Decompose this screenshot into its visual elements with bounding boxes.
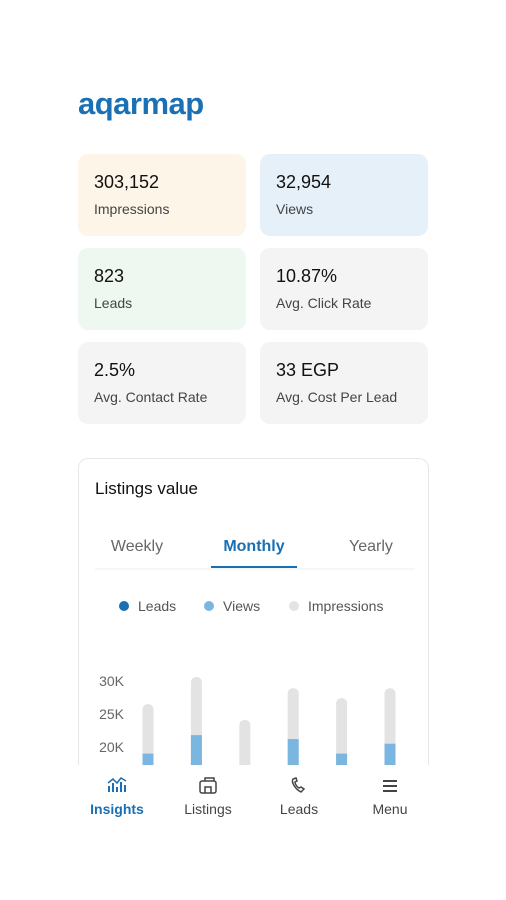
bar [336,698,348,765]
stat-card: 32,954 Views [260,154,428,236]
stat-label: Avg. Click Rate [276,295,372,311]
nav-label: Leads [279,801,319,817]
stat-card: 33 EGP Avg. Cost Per Lead [260,342,428,424]
y-tick-label: 20K [99,739,125,755]
stat-value: 10.87% [276,266,338,286]
nav-label: Insights [90,801,144,817]
tab-indicator [211,566,297,568]
bar [142,704,154,765]
legend-label: Views [223,598,260,614]
legend-dot [289,601,299,611]
chart-title: Listings value [95,479,198,498]
nav-item[interactable]: Listings [163,775,253,817]
stat-value: 2.5% [94,360,136,380]
bar [336,753,348,765]
y-tick-label: 30K [99,673,125,689]
logo: aqarmap [78,86,204,121]
nav-label: Listings [184,801,232,817]
tab[interactable]: Weekly [111,538,163,555]
stat-label: Avg. Cost Per Lead [276,389,398,405]
stat-value: 303,152 [94,172,160,192]
chart-card: Listings value Weekly Monthly Yearly Leads Vi… [78,458,429,765]
stat-card: 823 Leads [78,248,246,330]
legend-dot [119,601,129,611]
bar [287,739,299,765]
tab[interactable]: Monthly [223,538,284,555]
bar [190,735,202,765]
tab[interactable]: Yearly [349,538,393,555]
stat-card: 2.5% Avg. Contact Rate [78,342,246,424]
stat-value: 33 EGP [276,360,340,380]
legend-dot [204,601,214,611]
legend-label: Impressions [308,598,383,614]
stat-label: Leads [94,295,133,311]
stat-card: 10.87% Avg. Click Rate [260,248,428,330]
stat-label: Impressions [94,201,170,217]
stat-value: 823 [94,266,125,286]
nav-item[interactable]: Leads [254,775,344,817]
stat-label: Avg. Contact Rate [94,389,208,405]
nav-item[interactable]: Menu [345,775,435,817]
y-tick-label: 25K [99,706,125,722]
legend-label: Leads [138,598,176,614]
nav-icon [291,777,306,793]
stat-label: Views [276,201,314,217]
stat-value: 32,954 [276,172,332,192]
bar [239,719,251,765]
nav-icon [199,777,217,794]
chart: Listings value Weekly Monthly Yearly Leads Vi… [95,479,415,765]
bar [142,753,154,765]
nav-icon [383,780,397,792]
bottom-nav: Insights Listings Leads Menu [0,765,506,845]
nav-label: Menu [372,801,408,817]
nav-item[interactable]: Insights [72,775,162,817]
stat-card: 303,152 Impressions [78,154,246,236]
nav-icon [107,777,127,792]
bar [384,743,396,765]
